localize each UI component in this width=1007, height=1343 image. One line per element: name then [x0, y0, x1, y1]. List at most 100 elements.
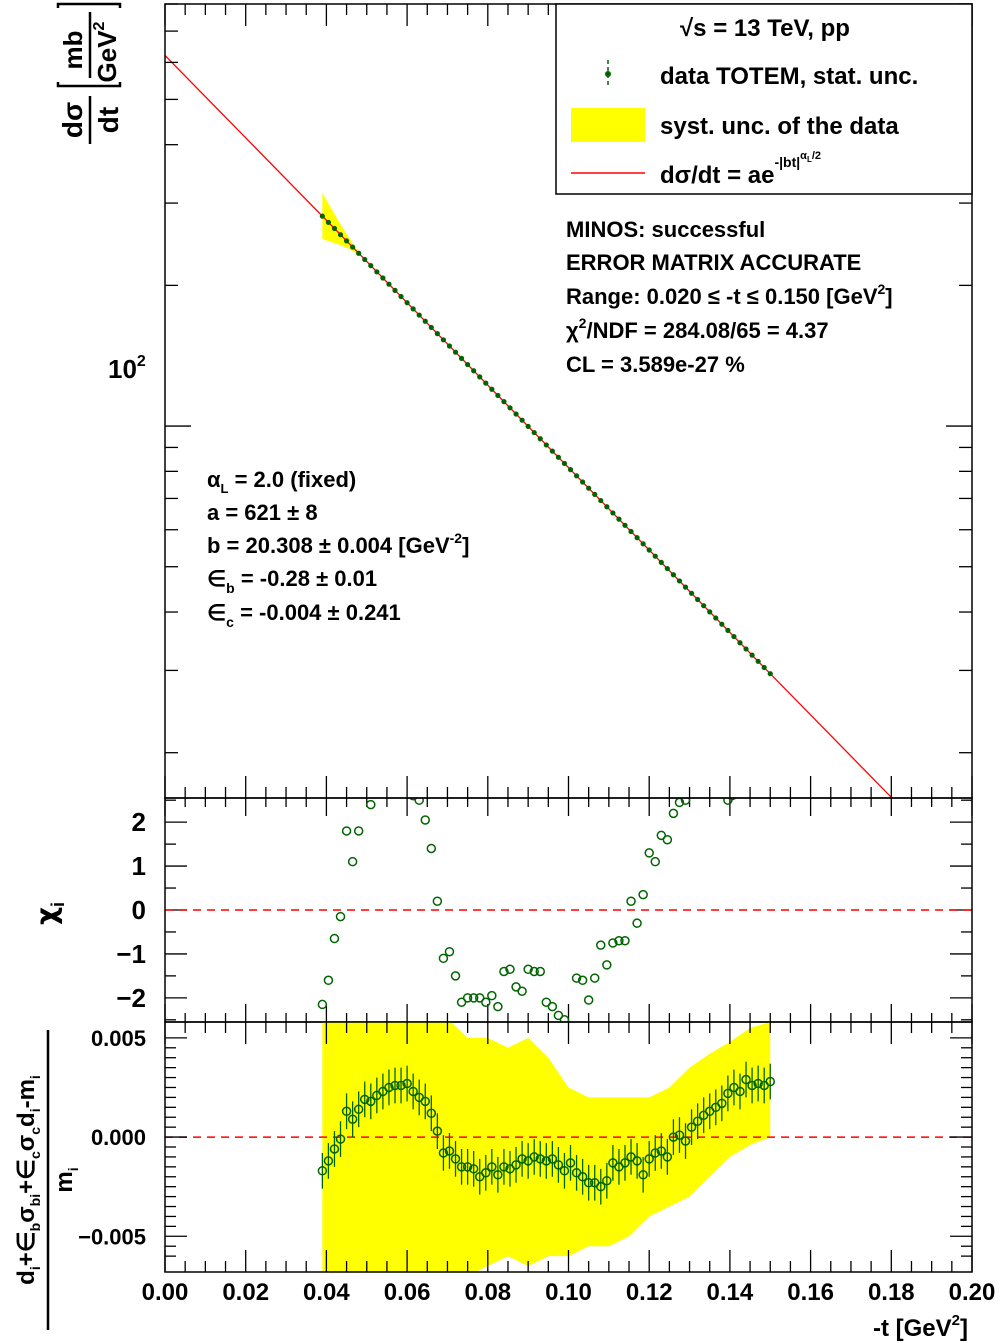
chi-point	[450, 971, 461, 981]
chi-point	[632, 918, 642, 928]
main-data-point	[319, 213, 325, 219]
chi-point	[420, 815, 431, 825]
main-data-point	[501, 399, 507, 405]
x-tick-label: 0.10	[545, 1279, 592, 1306]
residual-point	[396, 1080, 406, 1091]
main-data-point	[543, 442, 549, 448]
chi-point	[620, 935, 630, 946]
residual-point	[493, 1170, 503, 1180]
chi-ytick-label: −2	[116, 983, 146, 1013]
chi-point	[626, 896, 636, 906]
main-data-point	[682, 584, 689, 590]
main-data-point	[374, 269, 380, 275]
residual-point	[680, 1136, 691, 1146]
main-data-point	[422, 318, 428, 324]
chi-point	[553, 1010, 564, 1021]
main-data-point	[555, 454, 562, 460]
main-data-point	[392, 287, 398, 293]
residual-point	[559, 1166, 570, 1176]
residual-point	[408, 1086, 418, 1097]
main-data-point	[670, 572, 677, 578]
main-data-points	[319, 213, 773, 677]
residual-point	[420, 1096, 431, 1107]
main-data-point	[640, 541, 646, 547]
chi-point	[474, 993, 485, 1003]
residual-point	[565, 1158, 576, 1168]
main-data-point	[761, 664, 767, 671]
residual-point	[650, 1148, 661, 1158]
chi-point	[462, 993, 473, 1003]
chi-point	[505, 964, 515, 975]
residual-point	[353, 1104, 364, 1115]
legend: √s = 13 TeV, pp data TOTEM, stat. unc. s…	[555, 3, 973, 195]
chi-ticks	[164, 798, 973, 1022]
residual-point	[735, 1086, 745, 1097]
main-data-point	[513, 411, 519, 417]
main-data-point	[646, 547, 652, 553]
main-data-point	[410, 306, 416, 312]
x-tick-label: 0.06	[384, 1279, 431, 1306]
main-data-point	[525, 423, 531, 429]
main-data-point	[483, 380, 489, 386]
residual-point	[444, 1146, 455, 1156]
main-data-point	[688, 590, 695, 596]
chi-ytick-labels: 2 1 0 −1 −2	[116, 807, 146, 1013]
main-data-point	[737, 640, 743, 646]
chi-point	[353, 826, 364, 836]
chi-point	[712, 779, 720, 787]
residual-point	[547, 1154, 558, 1164]
chi-point	[529, 966, 539, 977]
main-data-point	[446, 343, 453, 349]
main-data-point	[719, 621, 725, 627]
main-data-point	[749, 652, 755, 658]
residual-point	[323, 1156, 334, 1166]
chi-point	[567, 1025, 575, 1033]
main-data-point	[707, 609, 713, 615]
main-data-point	[404, 300, 410, 306]
residual-ytick-label: 0.005	[91, 1026, 146, 1051]
residual-point	[468, 1164, 479, 1174]
residual-point	[686, 1122, 697, 1132]
main-data-point	[471, 368, 477, 374]
x-tick-label: 0.16	[787, 1279, 834, 1306]
main-ticks	[164, 3, 973, 798]
param-alpha: αL = 2.0 (fixed)	[207, 467, 356, 496]
main-data-point	[634, 535, 640, 541]
main-data-point	[428, 324, 434, 331]
chi-ylabel: χi	[30, 902, 68, 925]
chi-point	[583, 995, 594, 1005]
main-data-point	[586, 485, 592, 491]
residual-point	[541, 1156, 552, 1166]
ylabel-den: dt	[93, 107, 124, 133]
residual-point	[366, 1096, 376, 1107]
chi-point	[650, 856, 661, 867]
chi-point	[379, 774, 387, 782]
main-ylabel: dσ dt mb GeV2	[56, 2, 124, 144]
main-data-point	[713, 615, 719, 621]
x-tick-label: 0.20	[949, 1279, 996, 1306]
chi-point	[535, 966, 546, 977]
chi-point	[718, 765, 726, 773]
fit-curve	[165, 54, 893, 798]
ylabel-unit-num: mb	[58, 31, 88, 70]
residual-point	[638, 1170, 648, 1180]
main-data-point	[452, 349, 459, 355]
main-data-point	[616, 516, 622, 522]
chi-point	[414, 798, 424, 805]
main-data-point	[731, 633, 737, 640]
main-data-point	[458, 355, 465, 361]
residual-point	[741, 1074, 751, 1085]
chi-point	[638, 889, 648, 900]
main-data-point	[743, 646, 749, 652]
fit-info-cl: CL = 3.589e-27 %	[566, 352, 745, 377]
residual-point	[668, 1132, 679, 1142]
chi-point	[323, 975, 334, 986]
fit-info-minos: MINOS: successful	[566, 217, 765, 242]
chi-point	[644, 848, 654, 858]
main-data-point	[767, 671, 773, 677]
residual-point	[450, 1154, 461, 1164]
chi-point	[589, 973, 600, 983]
x-tick-label: 0.00	[142, 1279, 189, 1306]
residual-point	[723, 1088, 733, 1099]
fit-info: MINOS: successful ERROR MATRIX ACCURATE …	[566, 217, 893, 377]
